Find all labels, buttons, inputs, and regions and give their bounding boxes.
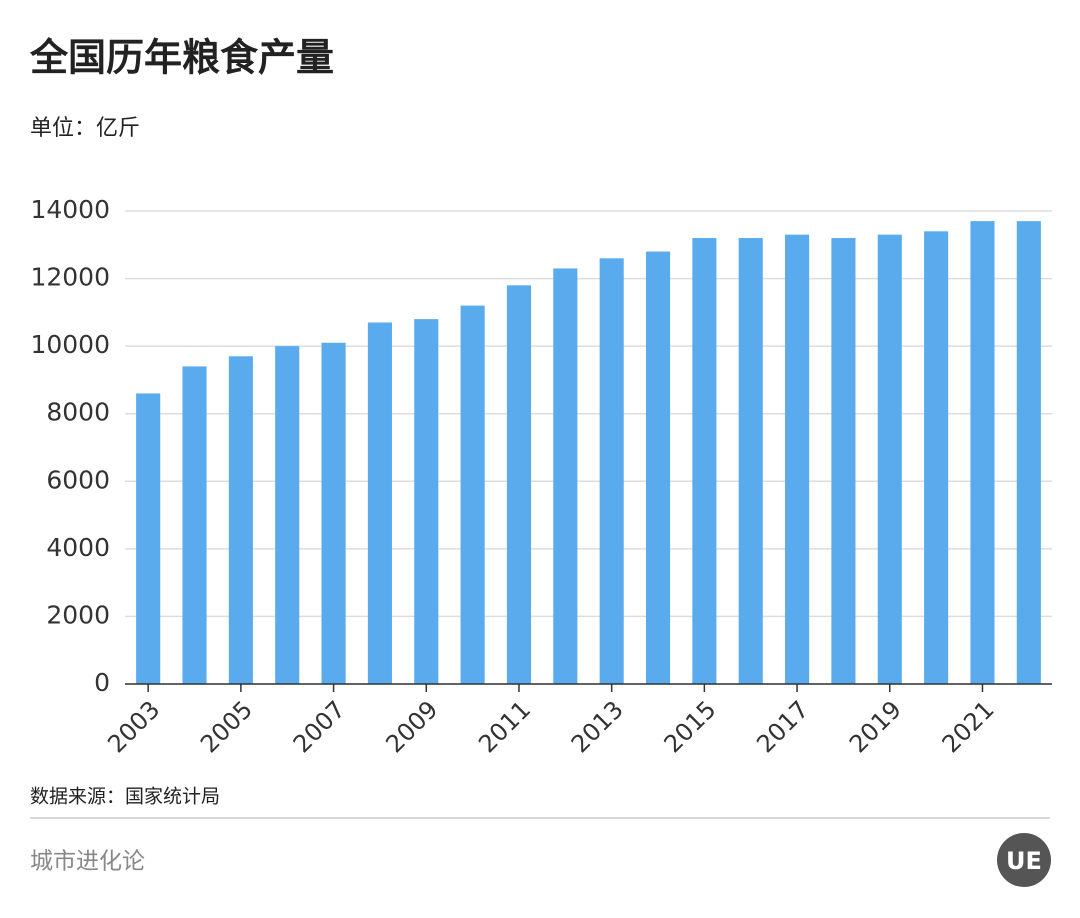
unit-label: 单位：亿斤 [30, 116, 140, 141]
bar [645, 251, 671, 685]
bar [831, 238, 856, 684]
bar [460, 305, 485, 684]
bar [182, 366, 207, 684]
bar [1016, 221, 1041, 684]
bar [506, 285, 532, 684]
bar [367, 322, 392, 684]
bar [136, 393, 161, 684]
bar [321, 342, 346, 684]
bar [414, 319, 439, 684]
chart-title: 全国历年粮食产量 [29, 36, 334, 80]
y-tick-label: 6000 [46, 465, 110, 494]
bar [970, 221, 995, 684]
bar [924, 231, 949, 684]
y-tick-label: 2000 [46, 600, 110, 629]
footer: 城市进化论 [30, 849, 145, 875]
logo-text: UE [1006, 847, 1042, 875]
bar [738, 238, 763, 684]
bar [692, 238, 717, 684]
logo [997, 833, 1051, 887]
y-tick-label: 14000 [30, 195, 110, 224]
source: 数据来源：国家统计局 [30, 786, 220, 808]
bar [275, 346, 300, 684]
bar [553, 268, 578, 684]
bar [785, 234, 810, 684]
y-tick-label: 0 [94, 668, 110, 697]
y-tick-label: 10000 [30, 330, 110, 359]
y-tick-label: 12000 [30, 263, 110, 292]
bar [599, 258, 624, 684]
bar [228, 356, 253, 684]
y-tick-label: 4000 [46, 533, 110, 562]
bar [877, 234, 902, 684]
y-tick-label: 8000 [46, 398, 110, 427]
